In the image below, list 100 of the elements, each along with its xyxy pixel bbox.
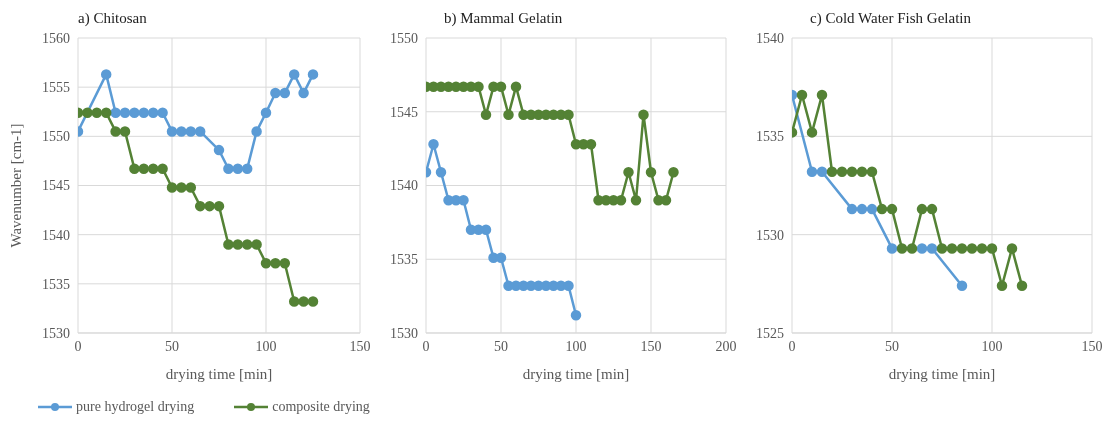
x-tick-label: 0 [74,338,82,354]
point [966,243,978,254]
point [185,126,197,137]
point [129,163,140,175]
point [936,243,948,254]
point [100,69,112,80]
point [866,203,878,215]
point [298,296,309,307]
point [916,203,928,215]
x-axis-title: drying time [min] [165,366,273,382]
x-tick-label: 150 [640,338,662,354]
y-tick-label: 1540 [42,227,70,243]
point [806,127,818,138]
point [223,163,234,175]
point [251,239,262,250]
point [826,166,838,177]
point [241,239,253,250]
y-tick-label: 1535 [756,129,784,145]
x-tick-label: 150 [349,338,371,354]
x-tick-label: 0 [788,338,796,354]
point [986,243,998,254]
y-tick-label: 1545 [390,104,418,120]
point [926,243,938,254]
x-tick-label: 200 [715,338,737,354]
point [213,200,225,212]
point [668,166,679,178]
y-tick-label: 1530 [390,325,418,341]
point [288,296,300,307]
point [443,81,454,92]
point [638,109,649,120]
point [260,107,272,118]
point [896,243,908,254]
point [816,166,828,177]
y-tick-label: 1560 [42,30,70,46]
point [428,81,439,92]
point [1006,243,1018,254]
point [213,144,225,156]
point [886,243,898,254]
point [119,107,131,118]
x-tick-label: 100 [981,338,1003,354]
point [976,243,988,254]
point [488,81,499,92]
x-tick-label: 100 [565,338,587,354]
y-tick-label: 1540 [756,30,784,46]
point [428,138,439,150]
y-tick-label: 1545 [42,178,70,194]
point [1016,280,1028,292]
point [194,200,206,212]
point [806,166,818,177]
x-axis-title: drying time [min] [888,366,996,382]
point [251,126,262,137]
y-axis-title: Wavenumber [cm-1] [8,123,25,248]
point [270,257,281,269]
point [458,195,469,206]
point [926,203,938,215]
point [194,126,206,137]
point [91,107,103,118]
point [956,243,968,254]
chart-title: b) Mammal Gelatin [444,10,563,27]
x-tick-label: 150 [1081,338,1103,354]
point [110,107,121,118]
point [279,87,291,99]
y-tick-label: 1525 [756,325,784,341]
point [503,109,514,120]
x-tick-label: 50 [494,338,508,354]
x-tick-label: 0 [422,338,430,354]
y-tick-label: 1530 [42,325,70,341]
y-tick-label: 1535 [390,252,418,268]
point [435,166,447,178]
point [166,182,178,193]
point [570,310,582,321]
point [166,126,178,137]
point [876,203,888,215]
point [563,109,574,120]
point [630,195,642,206]
point [846,203,858,215]
point [232,163,244,175]
x-axis-title: drying time [min] [522,366,630,382]
point [138,107,150,118]
point [157,163,168,175]
x-tick-label: 50 [885,338,899,354]
point [307,69,319,80]
point [458,81,469,92]
point [260,257,272,269]
y-tick-label: 1550 [390,30,418,46]
point [147,163,159,175]
point [946,243,958,254]
point [241,163,253,175]
point [185,182,197,193]
point [866,166,878,177]
point [232,239,244,250]
y-tick-label: 1535 [42,276,70,292]
x-tick-label: 100 [255,338,277,354]
x-tick-label: 50 [165,338,179,354]
point [110,126,121,137]
point [856,203,868,215]
legend-label: pure hydrogel drying [76,399,195,415]
point [298,87,309,99]
point [480,109,492,120]
point [846,166,858,177]
